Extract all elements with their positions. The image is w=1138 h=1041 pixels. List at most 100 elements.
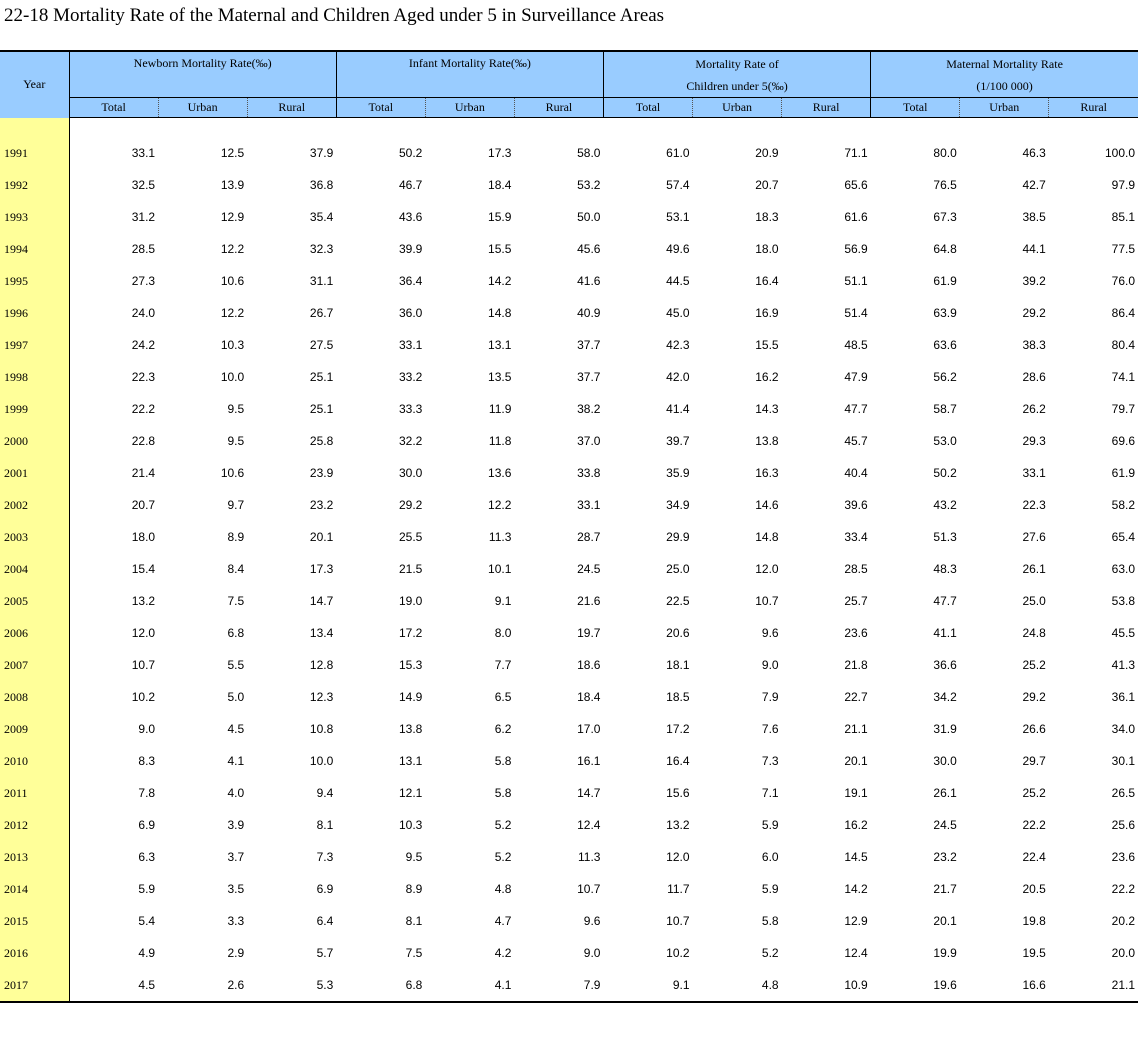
value-cell: 58.0 bbox=[577, 146, 601, 160]
value-cell: 20.5 bbox=[1022, 882, 1046, 896]
value-cell: 16.9 bbox=[755, 306, 779, 320]
value-cell: 12.9 bbox=[220, 210, 245, 224]
value-cell: 27.3 bbox=[131, 274, 156, 288]
value-cell: 22.3 bbox=[1022, 498, 1046, 512]
value-cell: 36.0 bbox=[398, 306, 423, 320]
year-cell: 2009 bbox=[0, 713, 70, 745]
group-header-newborn: Newborn Mortality Rate(‰) bbox=[69, 50, 337, 98]
value-cell: 74.1 bbox=[1111, 370, 1135, 384]
value-cell: 29.3 bbox=[1022, 434, 1046, 448]
value-cell: 8.1 bbox=[316, 818, 334, 832]
value-cell: 25.2 bbox=[1022, 658, 1046, 672]
year-cell: 2002 bbox=[0, 489, 70, 521]
value-cell: 100.0 bbox=[1104, 146, 1135, 160]
value-cell: 6.4 bbox=[316, 914, 334, 928]
value-cell: 51.4 bbox=[844, 306, 868, 320]
value-cell: 22.2 bbox=[131, 402, 156, 416]
value-cell: 42.7 bbox=[1022, 178, 1046, 192]
value-cell: 7.5 bbox=[405, 946, 423, 960]
value-cell: 7.9 bbox=[761, 690, 779, 704]
value-cell: 5.8 bbox=[761, 914, 779, 928]
value-cell: 20.7 bbox=[131, 498, 156, 512]
value-cell: 5.5 bbox=[227, 658, 245, 672]
table-row: 2013 6.3 3.7 7.3 9.5 5.2 11.3 12.0 6.0 14.5 23.2 22… bbox=[0, 841, 1138, 873]
value-cell: 69.6 bbox=[1111, 434, 1135, 448]
value-cell: 25.1 bbox=[309, 370, 334, 384]
value-cell: 45.5 bbox=[1111, 626, 1135, 640]
year-cell: 1995 bbox=[0, 265, 70, 297]
value-cell: 11.8 bbox=[488, 434, 512, 448]
value-cell: 36.6 bbox=[933, 658, 957, 672]
value-cell: 39.6 bbox=[844, 498, 868, 512]
year-cell: 2012 bbox=[0, 809, 70, 841]
value-cell: 36.1 bbox=[1111, 690, 1135, 704]
value-cell: 8.1 bbox=[405, 914, 423, 928]
value-cell: 12.1 bbox=[398, 786, 423, 800]
header-row-groups: Year Newborn Mortality Rate(‰) Infant Mo… bbox=[0, 50, 1138, 118]
value-cell: 51.3 bbox=[933, 530, 957, 544]
value-cell: 32.3 bbox=[309, 242, 334, 256]
year-cell: 2004 bbox=[0, 553, 70, 585]
value-cell: 16.1 bbox=[577, 754, 601, 768]
value-cell: 39.7 bbox=[666, 434, 690, 448]
value-cell: 7.1 bbox=[761, 786, 779, 800]
year-cell: 2013 bbox=[0, 841, 70, 873]
value-cell: 28.6 bbox=[1022, 370, 1046, 384]
value-cell: 5.0 bbox=[227, 690, 245, 704]
value-cell: 50.2 bbox=[398, 146, 423, 160]
value-cell: 4.8 bbox=[494, 882, 512, 896]
value-cell: 25.0 bbox=[666, 562, 690, 576]
value-cell: 2.9 bbox=[227, 946, 245, 960]
value-cell: 12.3 bbox=[309, 690, 334, 704]
value-cell: 61.9 bbox=[933, 274, 957, 288]
year-cell: 2014 bbox=[0, 873, 70, 905]
value-cell: 7.9 bbox=[514, 969, 604, 1003]
value-cell: 45.7 bbox=[844, 434, 868, 448]
value-cell: 56.9 bbox=[844, 242, 868, 256]
year-cell: 1999 bbox=[0, 393, 70, 425]
value-cell: 40.9 bbox=[577, 306, 601, 320]
value-cell: 7.3 bbox=[761, 754, 779, 768]
value-cell: 5.8 bbox=[494, 754, 512, 768]
value-cell: 37.7 bbox=[577, 338, 601, 352]
value-cell: 15.4 bbox=[131, 562, 156, 576]
value-cell: 41.3 bbox=[1111, 658, 1135, 672]
value-cell: 6.5 bbox=[494, 690, 512, 704]
value-cell: 63.9 bbox=[933, 306, 957, 320]
value-cell: 8.9 bbox=[227, 530, 245, 544]
value-cell: 4.7 bbox=[494, 914, 512, 928]
value-cell: 19.1 bbox=[844, 786, 868, 800]
subheader-total: Total bbox=[335, 97, 426, 118]
value-cell: 23.6 bbox=[844, 626, 868, 640]
value-cell: 40.4 bbox=[844, 466, 868, 480]
value-cell: 46.3 bbox=[1022, 146, 1046, 160]
value-cell: 15.3 bbox=[398, 658, 423, 672]
value-cell: 85.1 bbox=[1111, 210, 1135, 224]
group-header-under5: Mortality Rate of Children under 5(‰) bbox=[602, 50, 871, 98]
table-row: 2011 7.8 4.0 9.4 12.1 5.8 14.7 15.6 7.1 19.1 26.1 2… bbox=[0, 777, 1138, 809]
value-cell: 24.5 bbox=[577, 562, 601, 576]
value-cell: 25.5 bbox=[398, 530, 423, 544]
value-cell: 10.1 bbox=[488, 562, 512, 576]
value-cell: 48.5 bbox=[844, 338, 868, 352]
value-cell: 18.3 bbox=[755, 210, 779, 224]
value-cell: 12.4 bbox=[844, 946, 868, 960]
value-cell: 77.5 bbox=[1111, 242, 1135, 256]
value-cell: 12.0 bbox=[755, 562, 779, 576]
year-cell: 2006 bbox=[0, 617, 70, 649]
value-cell: 10.2 bbox=[666, 946, 690, 960]
value-cell: 22.5 bbox=[666, 594, 690, 608]
value-cell: 6.0 bbox=[761, 850, 779, 864]
value-cell: 26.1 bbox=[1022, 562, 1046, 576]
value-cell: 38.3 bbox=[1022, 338, 1046, 352]
value-cell: 20.6 bbox=[666, 626, 690, 640]
spacer-cell bbox=[69, 118, 1138, 138]
value-cell: 80.4 bbox=[1111, 338, 1135, 352]
table-body: 1991 33.1 12.5 37.9 50.2 17.3 58.0 61.0 20.9 71.1… bbox=[0, 117, 1138, 1003]
value-cell: 23.2 bbox=[309, 498, 334, 512]
group-header-maternal-line1: Maternal Mortality Rate bbox=[946, 56, 1063, 71]
value-cell: 65.4 bbox=[1111, 530, 1135, 544]
value-cell: 19.0 bbox=[398, 594, 423, 608]
value-cell: 36.8 bbox=[309, 178, 334, 192]
value-cell: 33.3 bbox=[398, 402, 423, 416]
